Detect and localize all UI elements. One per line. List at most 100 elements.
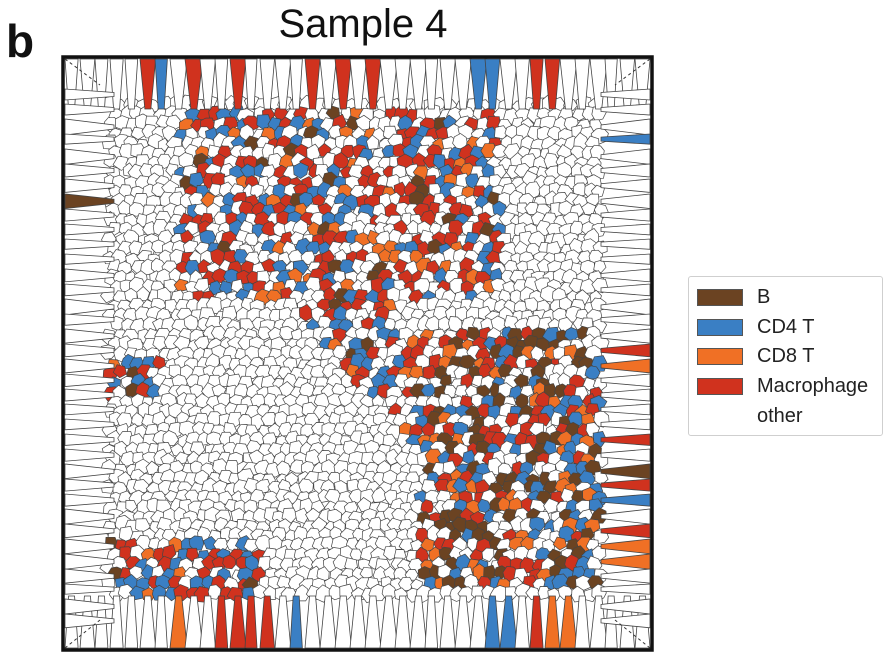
edge-cell	[600, 463, 651, 480]
edge-cell	[574, 595, 590, 649]
edge-cell	[364, 58, 382, 110]
edge-cell	[169, 58, 188, 110]
voronoi-cell	[332, 345, 348, 360]
edge-cell	[64, 223, 115, 236]
corner-dashed-line	[64, 58, 101, 86]
voronoi-tessellation-plot	[61, 55, 654, 652]
edge-cell	[424, 58, 439, 110]
voronoi-cell	[189, 172, 205, 189]
legend-label-b: B	[757, 285, 771, 308]
edge-cell	[394, 58, 411, 110]
edge-cell	[64, 313, 115, 326]
edge-cell	[600, 88, 651, 101]
edge-cell	[600, 283, 651, 297]
edge-cell	[64, 268, 115, 283]
voronoi-cell	[409, 249, 424, 263]
edge-cell	[64, 253, 115, 265]
edge-cell	[64, 118, 115, 136]
edge-cell	[64, 88, 115, 101]
edge-cell	[600, 433, 651, 446]
voronoi-cell	[112, 364, 128, 379]
plot-frame	[61, 55, 654, 652]
edge-cell	[600, 358, 651, 374]
voronoi-cell	[543, 497, 559, 515]
legend-swatch-other	[697, 408, 743, 425]
edge-cell	[64, 523, 115, 539]
edge-cell	[600, 328, 651, 344]
edge-cell	[600, 343, 651, 358]
voronoi-cell	[536, 258, 553, 273]
edge-cell	[64, 193, 115, 210]
edge-cell	[334, 58, 352, 110]
voronoi-cell	[245, 363, 261, 380]
voronoi-cell	[420, 499, 434, 514]
edge-cell	[64, 613, 115, 629]
legend-item-other: other	[697, 404, 803, 428]
voronoi-cell	[210, 325, 226, 341]
edge-cell	[64, 283, 115, 297]
edge-cell	[199, 595, 216, 649]
plot-title: Sample 4	[278, 2, 448, 46]
edge-cell	[64, 493, 115, 507]
voronoi-cell	[300, 250, 316, 266]
edge-cell	[600, 163, 651, 178]
edge-cell	[469, 595, 488, 649]
legend-swatch-cd4-t	[697, 318, 743, 336]
edge-cell	[64, 598, 115, 615]
edge-cell	[529, 595, 544, 649]
edge-spike-layer	[64, 58, 651, 649]
edge-cell	[499, 58, 518, 110]
edge-cell	[514, 595, 530, 649]
edge-cell	[439, 58, 456, 110]
edge-cell	[64, 583, 115, 595]
voronoi-cell	[292, 218, 309, 237]
edge-cell	[229, 58, 247, 110]
edge-cell	[64, 418, 115, 431]
voronoi-cell	[464, 478, 478, 494]
voronoi-cell	[465, 326, 482, 341]
voronoi-cell	[593, 259, 607, 274]
edge-cell	[244, 58, 258, 110]
voronoi-cell	[142, 220, 157, 236]
edge-cell	[64, 163, 115, 178]
voronoi-cell	[305, 241, 322, 255]
corner-dashed-line	[614, 58, 651, 86]
edge-cell	[64, 508, 115, 525]
legend-swatch-b	[697, 288, 743, 306]
edge-cell	[349, 595, 367, 649]
edge-cell	[199, 58, 216, 110]
edge-cell	[600, 553, 651, 570]
voronoi-cell	[199, 230, 217, 247]
voronoi-cell	[252, 584, 268, 599]
edge-cell	[364, 595, 382, 649]
voronoi-cell	[530, 345, 544, 362]
edge-cell	[64, 358, 115, 374]
edge-cell	[64, 133, 115, 145]
edge-cell	[600, 103, 651, 116]
legend-item-b: B	[697, 285, 770, 309]
edge-cell	[64, 568, 115, 584]
edge-cell	[64, 343, 115, 358]
edge-cell	[484, 595, 501, 649]
edge-cell	[600, 508, 651, 525]
voronoi-cell	[536, 337, 550, 352]
voronoi-cell	[207, 584, 222, 600]
voronoi-cell	[424, 315, 441, 332]
edge-cell	[124, 595, 139, 649]
voronoi-cell	[359, 566, 373, 581]
edge-cell	[600, 208, 651, 222]
edge-cell	[154, 595, 168, 649]
voronoi-cell	[552, 536, 568, 551]
panel-letter: b	[6, 15, 35, 67]
edge-cell	[600, 313, 651, 326]
edge-cell	[600, 493, 651, 507]
edge-cell	[600, 403, 651, 416]
edge-cell	[600, 133, 651, 145]
edge-cell	[600, 253, 651, 265]
edge-cell	[139, 595, 157, 649]
legend-label-macrophage: Macrophage	[757, 374, 869, 397]
edge-cell	[600, 583, 651, 595]
legend-swatch-cd8-t	[697, 347, 743, 365]
edge-cell	[184, 58, 204, 110]
edge-cell	[454, 58, 472, 110]
